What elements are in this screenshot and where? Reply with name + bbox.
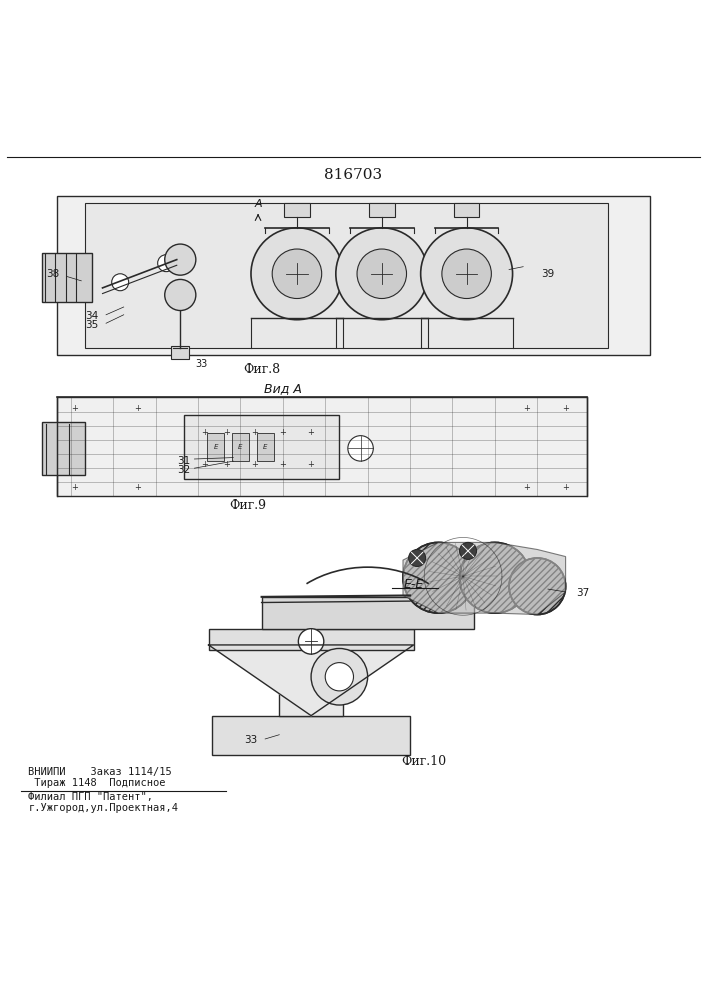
Text: 35: 35 [86, 320, 98, 330]
Text: 816703: 816703 [325, 168, 382, 182]
Polygon shape [209, 645, 414, 716]
Text: Фиг.10: Фиг.10 [402, 755, 447, 768]
Bar [171, 346, 189, 359]
Circle shape [336, 228, 428, 320]
Bar [369, 203, 395, 217]
Text: Тираж 1148  Подписное: Тираж 1148 Подписное [28, 778, 165, 788]
Text: А: А [255, 199, 262, 209]
Circle shape [421, 228, 513, 320]
Text: +: + [71, 404, 78, 413]
Bar [232, 433, 249, 461]
Text: 34: 34 [86, 311, 98, 321]
Circle shape [348, 436, 373, 461]
Bar [85, 203, 608, 348]
Text: +: + [308, 428, 315, 437]
Text: Вид А: Вид А [264, 382, 302, 395]
Circle shape [165, 279, 196, 311]
Text: +: + [279, 428, 286, 437]
Text: +: + [562, 404, 569, 413]
Text: +: + [71, 483, 78, 492]
Circle shape [298, 629, 324, 654]
Text: E: E [263, 444, 267, 450]
Bar [209, 629, 414, 650]
Text: +: + [134, 404, 141, 413]
Circle shape [158, 255, 175, 272]
Text: +: + [223, 460, 230, 469]
Text: +: + [523, 404, 530, 413]
Bar [57, 196, 650, 355]
Text: 32: 32 [177, 465, 190, 475]
Circle shape [112, 274, 129, 291]
Circle shape [403, 542, 474, 613]
Text: +: + [251, 460, 258, 469]
Text: Филиал ПГП "Патент",: Филиал ПГП "Патент", [28, 792, 153, 802]
Text: 31: 31 [177, 456, 190, 466]
Bar [279, 645, 343, 716]
Circle shape [409, 549, 426, 566]
Text: 33: 33 [245, 735, 257, 745]
Bar [262, 597, 474, 629]
Circle shape [251, 228, 343, 320]
Bar [207, 433, 224, 461]
Text: +: + [562, 483, 569, 492]
Bar [42, 422, 85, 475]
Text: +: + [251, 428, 258, 437]
Bar [454, 203, 479, 217]
Bar [184, 415, 339, 479]
Circle shape [442, 249, 491, 299]
Text: г.Ужгород,ул.Проектная,4: г.Ужгород,ул.Проектная,4 [28, 803, 178, 813]
Bar [57, 397, 587, 496]
Bar [257, 433, 274, 461]
Text: 37: 37 [577, 588, 590, 598]
Text: +: + [223, 428, 230, 437]
Text: +: + [523, 483, 530, 492]
Circle shape [357, 249, 407, 299]
Text: Фиг.9: Фиг.9 [229, 499, 266, 512]
Circle shape [311, 648, 368, 705]
Circle shape [509, 558, 566, 615]
Text: 38: 38 [47, 269, 59, 279]
Circle shape [272, 249, 322, 299]
Text: ВНИИПИ    Заказ 1114/15: ВНИИПИ Заказ 1114/15 [28, 767, 172, 777]
Circle shape [460, 542, 530, 613]
Circle shape [165, 244, 196, 275]
Text: +: + [201, 460, 209, 469]
Circle shape [460, 542, 477, 559]
Bar [284, 203, 310, 217]
Text: Е-Е: Е-Е [404, 578, 423, 591]
Text: E: E [238, 444, 243, 450]
Text: +: + [279, 460, 286, 469]
Text: +: + [134, 483, 141, 492]
Text: 33: 33 [195, 359, 208, 369]
Polygon shape [403, 542, 566, 615]
Text: +: + [308, 460, 315, 469]
Bar [42, 253, 92, 302]
Text: Фиг.8: Фиг.8 [243, 363, 280, 376]
Text: +: + [201, 428, 209, 437]
Text: 39: 39 [542, 269, 554, 279]
Text: E: E [214, 444, 218, 450]
Bar [212, 716, 410, 755]
Circle shape [325, 663, 354, 691]
